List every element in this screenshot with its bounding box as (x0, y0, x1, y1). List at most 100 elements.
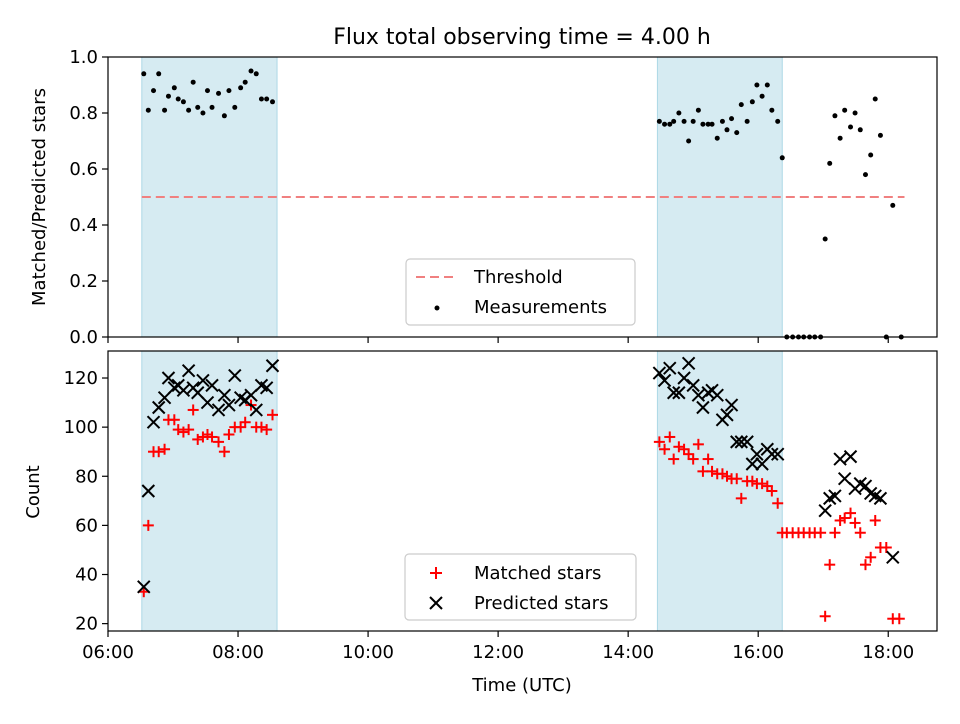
predicted-star-point (200, 395, 215, 410)
legend-matched-swatch (430, 567, 442, 579)
matched-star-point (819, 610, 831, 622)
bottom-y-axis: 20 40 60 80 100 120 (64, 368, 108, 635)
measurement-point (190, 79, 196, 85)
predicted-star-point (873, 491, 888, 506)
predicted-star-cross-b (696, 400, 710, 415)
predicted-star-point (734, 435, 748, 449)
predicted-star-cross-b (745, 457, 760, 471)
measurement-point (656, 118, 662, 124)
predicted-star-cross-b (710, 388, 724, 402)
matched-star-point (839, 512, 851, 524)
predicted-star-cross-b (858, 479, 873, 493)
top-y-tick-label: 1.0 (69, 47, 98, 68)
predicted-star-cross-b (176, 383, 191, 398)
measurement-point (890, 202, 896, 208)
matched-star-point (731, 473, 743, 485)
matched-star-point (261, 424, 273, 436)
predicted-star-point (176, 383, 191, 398)
predicted-star-cross-b (853, 476, 867, 491)
matched-star-point (845, 507, 857, 519)
predicted-star-point (696, 400, 710, 415)
predicted-star-cross-b (663, 361, 677, 375)
matched-star-point (815, 527, 827, 539)
measurement-point (754, 82, 760, 88)
predicted-star-cross-b (205, 378, 219, 393)
measurement-point (734, 130, 740, 136)
predicted-star-point (745, 457, 760, 471)
predicted-stars-series (137, 356, 900, 594)
matched-star-point (213, 436, 225, 448)
measurement-point (862, 172, 868, 178)
predicted-star-point (249, 403, 263, 417)
measurement-point (779, 155, 785, 161)
predicted-star-cross-b (686, 378, 700, 393)
matched-star-point (187, 404, 199, 416)
measurement-point (749, 99, 755, 105)
bottom-x-tick-label: 08:00 (212, 642, 264, 663)
predicted-star-cross-b (828, 489, 842, 503)
top-legend-box (405, 258, 636, 326)
predicted-star-cross-b (652, 366, 667, 380)
predicted-star-cross-b (734, 435, 748, 449)
predicted-star-point (765, 447, 779, 461)
x-axis-label: Time (UTC) (471, 675, 572, 696)
bottom-x-tick-label: 10:00 (342, 642, 394, 663)
predicted-star-cross-b (233, 390, 248, 405)
top-y-tick-label: 0.2 (69, 271, 98, 292)
bottom-x-tick-label: 18:00 (862, 642, 914, 663)
legend-matched-label: Matched stars (474, 563, 601, 584)
predicted-star-cross-b (677, 371, 691, 385)
predicted-star-cross-b (672, 386, 686, 400)
measurement-point (226, 88, 232, 94)
measurement-point (700, 121, 706, 127)
matched-star-point (865, 551, 877, 563)
measurement-point (714, 135, 720, 141)
predicted-star-cross-b (666, 386, 681, 400)
predicted-star-point (146, 415, 161, 429)
measurement-point (764, 82, 770, 88)
matched-star-point (659, 443, 671, 455)
measurement-point (872, 96, 878, 102)
predicted-star-cross-b (886, 550, 900, 565)
predicted-star-cross-b (222, 398, 236, 412)
predicted-star-point (886, 550, 900, 565)
predicted-star-point (677, 371, 691, 385)
predicted-star-cross-b (249, 403, 263, 417)
measurement-point (204, 88, 210, 94)
predicted-star-point (750, 447, 764, 461)
matched-star-point (255, 421, 267, 433)
bottom-legend-box (404, 553, 637, 621)
measurement-point (242, 79, 248, 85)
matched-star-point (218, 446, 230, 458)
measurement-point (738, 102, 744, 108)
measurement-point (258, 96, 264, 102)
measurement-point (877, 132, 883, 138)
measurement-point (186, 107, 192, 113)
measurement-point (180, 99, 186, 105)
matched-star-point (702, 453, 714, 465)
predicted-star-point (833, 452, 847, 466)
matched-star-point (772, 497, 784, 509)
measurement-point (253, 71, 259, 77)
top-y-tick-label: 0.6 (69, 159, 98, 180)
matched-star-point (880, 541, 892, 553)
bottom-y-tick-label: 120 (64, 368, 98, 389)
predicted-star-cross-b (843, 449, 858, 464)
matched-star-point (829, 527, 841, 539)
predicted-star-cross-b (681, 356, 696, 370)
predicted-star-point (244, 388, 258, 402)
predicted-star-cross-b (141, 484, 156, 498)
measurement-point (667, 121, 673, 127)
measurement-point (729, 116, 735, 122)
legend-predicted-label: Predicted stars (474, 593, 608, 614)
matched-star-point (177, 426, 189, 438)
matched-star-point (183, 424, 195, 436)
legend-predicted-swatch (429, 596, 443, 610)
matched-star-point (206, 431, 218, 443)
predicted-star-point (663, 361, 677, 375)
measurement-point (744, 118, 750, 124)
predicted-star-point (666, 386, 681, 400)
measurement-point (822, 236, 828, 242)
measurement-point (686, 138, 692, 144)
measurement-point (852, 110, 858, 116)
